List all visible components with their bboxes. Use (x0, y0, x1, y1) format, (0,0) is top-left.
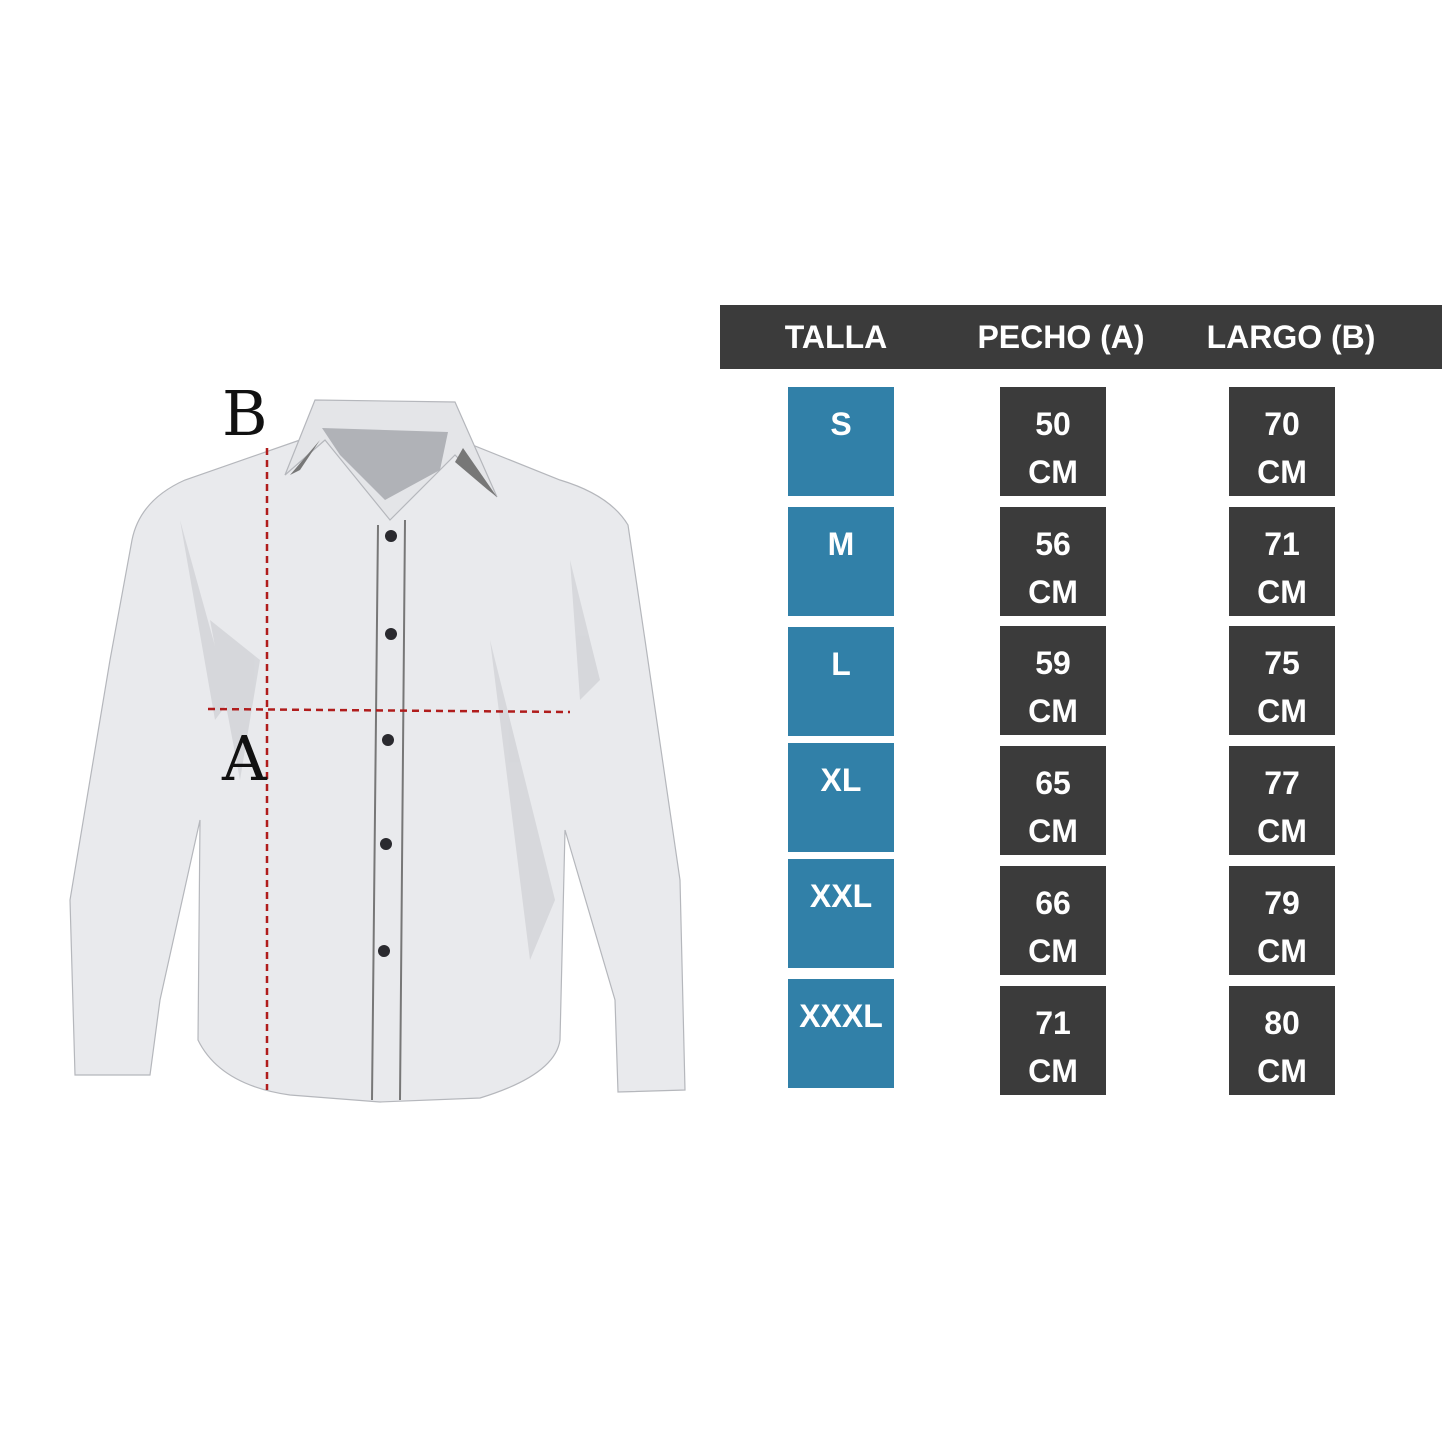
size-label: XXXL (799, 998, 883, 1034)
size-label: S (830, 406, 852, 442)
chest-value: 56 (1035, 526, 1071, 562)
label-a: A (222, 722, 267, 795)
length-cell: 75 CM (1229, 626, 1335, 735)
length-value: 77 (1264, 765, 1300, 801)
unit: CM (1028, 1053, 1078, 1089)
length-cell: 71 CM (1229, 507, 1335, 616)
chest-cell: 71 CM (1000, 986, 1106, 1095)
label-b: B (222, 377, 268, 450)
unit: CM (1257, 933, 1307, 969)
length-value: 71 (1264, 526, 1300, 562)
chest-cell: 65 CM (1000, 746, 1106, 855)
size-cell: XXL (788, 859, 894, 968)
collar-inner (322, 428, 448, 500)
chest-cell: 59 CM (1000, 626, 1106, 735)
table-header: TALLA PECHO (A) LARGO (B) (720, 305, 1442, 369)
unit: CM (1028, 574, 1078, 610)
unit: CM (1257, 574, 1307, 610)
unit: CM (1028, 933, 1078, 969)
chest-value: 59 (1035, 645, 1071, 681)
chest-value: 66 (1035, 885, 1071, 921)
length-value: 70 (1264, 406, 1300, 442)
unit: CM (1028, 693, 1078, 729)
chest-cell: 50 CM (1000, 387, 1106, 496)
placket (371, 519, 406, 1101)
size-cell: M (788, 507, 894, 616)
length-value: 75 (1264, 645, 1300, 681)
header-largo: LARGO (B) (1206, 319, 1376, 355)
size-cell: L (788, 627, 894, 736)
header-pecho: PECHO (A) (977, 319, 1145, 355)
length-value: 79 (1264, 885, 1300, 921)
unit: CM (1257, 1053, 1307, 1089)
length-cell: 80 CM (1229, 986, 1335, 1095)
size-cell: XXXL (788, 979, 894, 1088)
chest-cell: 66 CM (1000, 866, 1106, 975)
unit: CM (1257, 454, 1307, 490)
chest-value: 50 (1035, 406, 1071, 442)
length-cell: 70 CM (1229, 387, 1335, 496)
unit: CM (1028, 454, 1078, 490)
unit: CM (1028, 813, 1078, 849)
size-cell: S (788, 387, 894, 496)
size-label: XXL (809, 878, 873, 914)
unit: CM (1257, 693, 1307, 729)
size-label: M (827, 526, 855, 562)
length-cell: 77 CM (1229, 746, 1335, 855)
length-value: 80 (1264, 1005, 1300, 1041)
chest-value: 71 (1035, 1005, 1071, 1041)
size-label: L (831, 646, 851, 682)
header-talla: TALLA (784, 319, 888, 355)
size-label: XL (820, 762, 862, 798)
buttons (378, 530, 397, 957)
shirt-illustration (69, 399, 686, 1103)
size-cell: XL (788, 743, 894, 852)
length-cell: 79 CM (1229, 866, 1335, 975)
chest-value: 65 (1035, 765, 1071, 801)
chest-guide-line (207, 707, 571, 714)
chest-cell: 56 CM (1000, 507, 1106, 616)
unit: CM (1257, 813, 1307, 849)
